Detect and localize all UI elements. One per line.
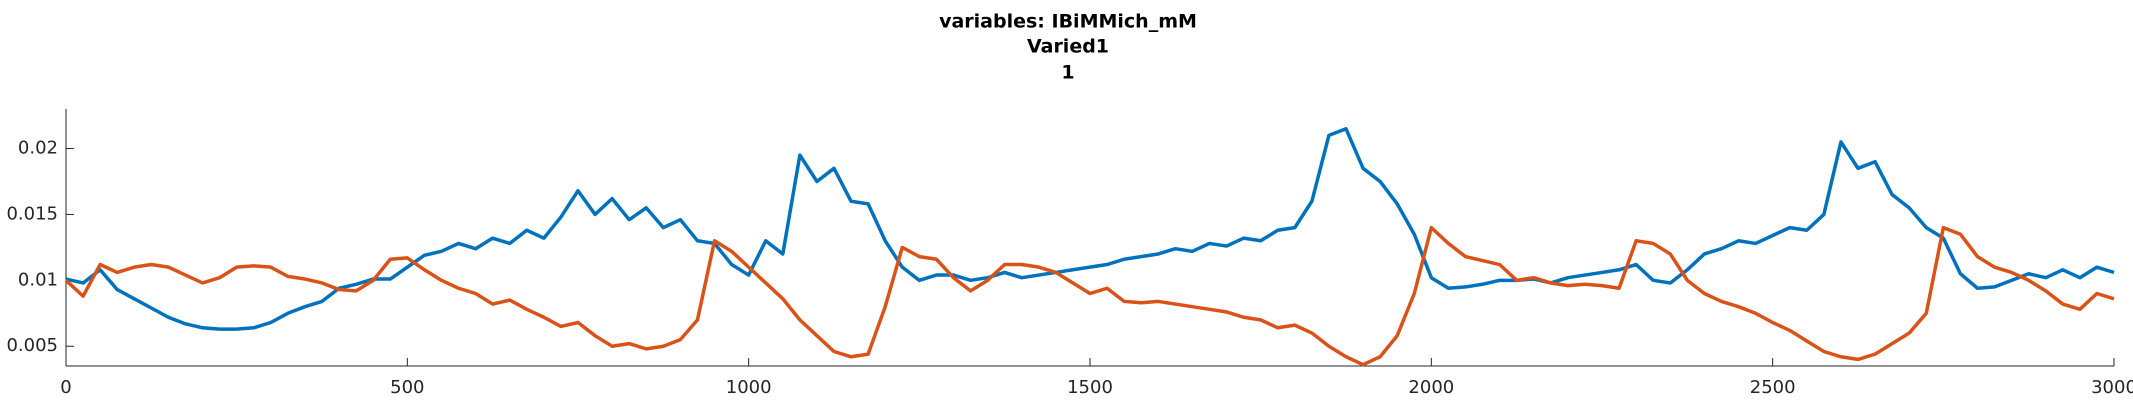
x-tick-label: 3000 bbox=[2091, 377, 2133, 398]
y-tick-label: 0.02 bbox=[18, 138, 58, 159]
x-tick-label: 1500 bbox=[1067, 377, 1113, 398]
x-tick-label: 500 bbox=[390, 377, 424, 398]
x-tick-label: 0 bbox=[60, 377, 71, 398]
series-line bbox=[64, 225, 2115, 367]
series-line bbox=[65, 127, 2115, 331]
x-tick-label: 2500 bbox=[1750, 377, 1796, 398]
y-tick-label: 0.005 bbox=[6, 335, 58, 356]
chart-title: variables: IBiMMich_mM bbox=[939, 11, 1197, 33]
chart-subtitle: 1 bbox=[1061, 62, 1074, 84]
chart-subtitle: Varied1 bbox=[1027, 36, 1109, 58]
y-tick-label: 0.015 bbox=[6, 203, 58, 224]
y-tick-label: 0.01 bbox=[18, 269, 58, 290]
x-tick-label: 1000 bbox=[726, 377, 772, 398]
x-tick-label: 2000 bbox=[1408, 377, 1454, 398]
